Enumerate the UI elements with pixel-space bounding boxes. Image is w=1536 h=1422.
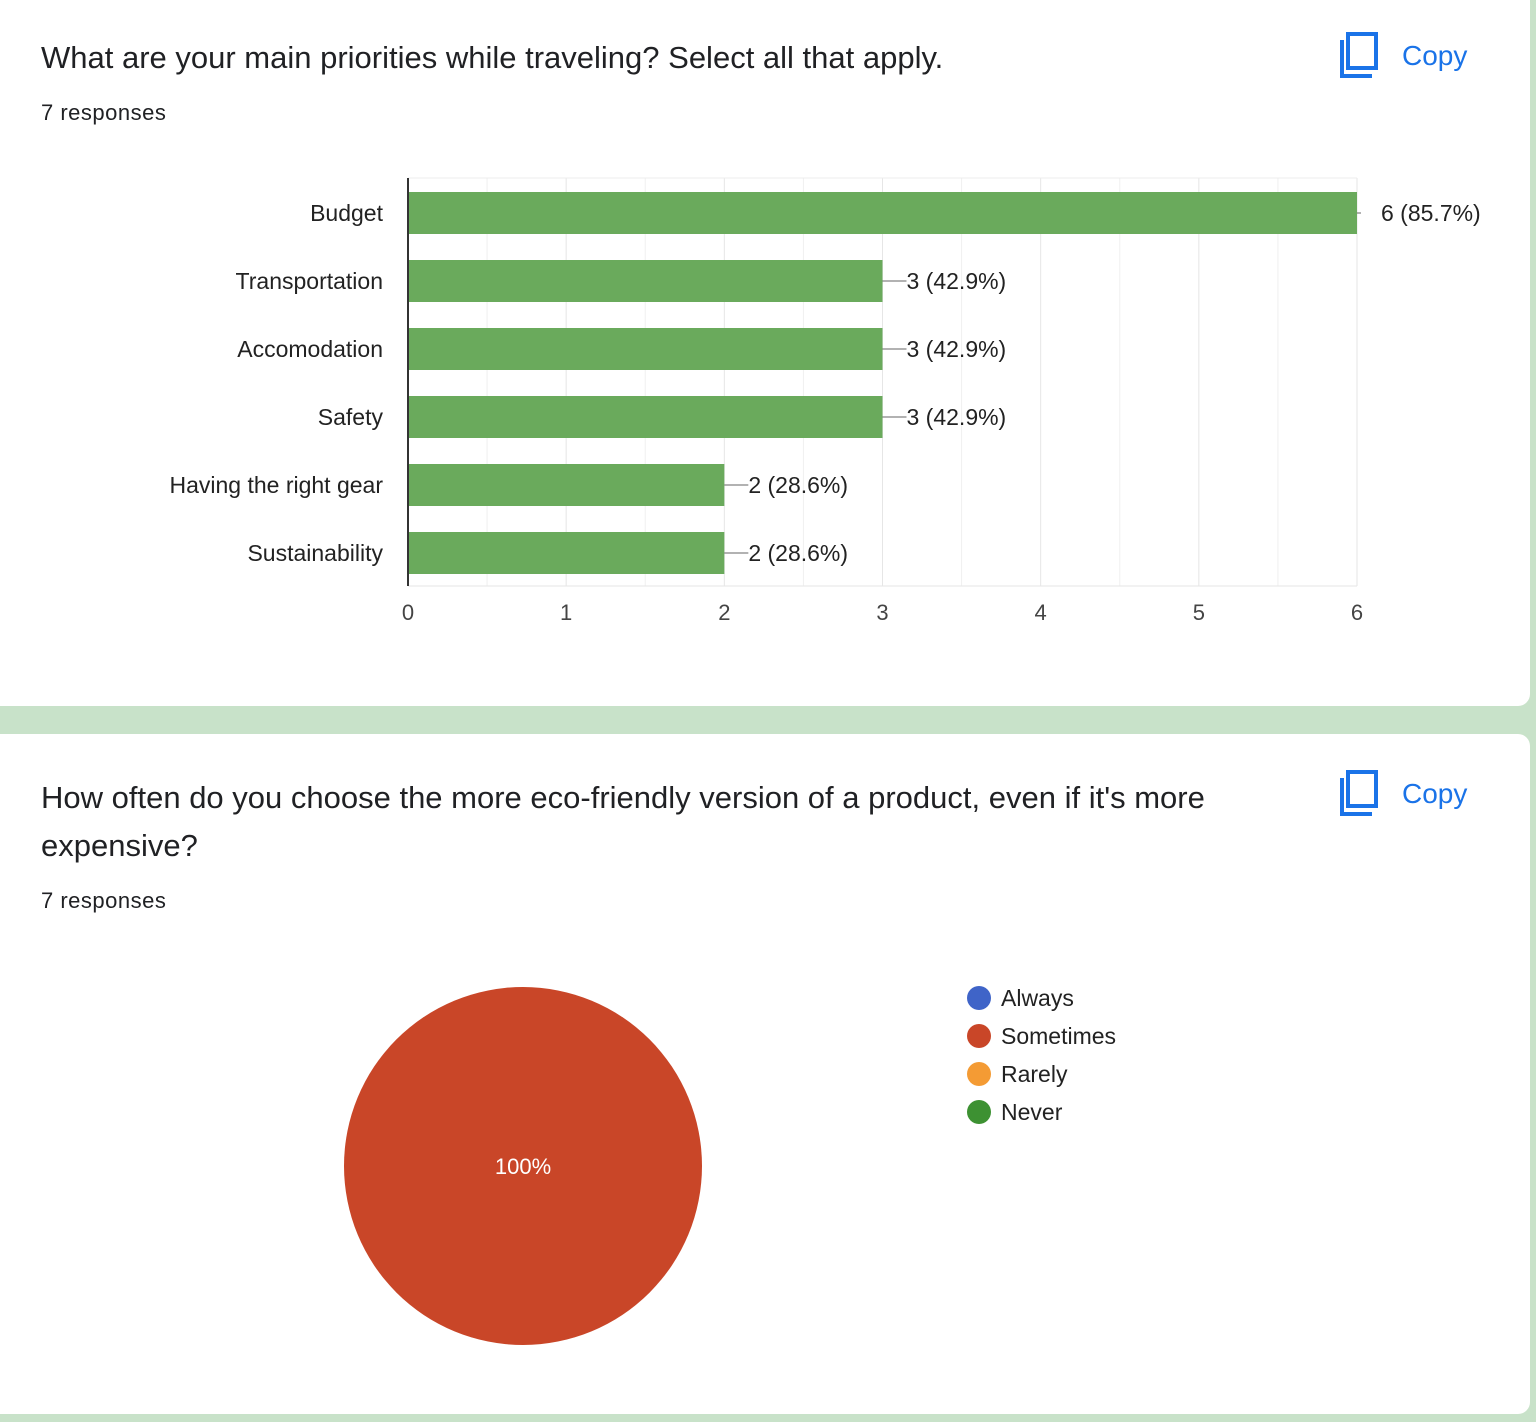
response-count: 7 responses bbox=[41, 888, 167, 913]
data-label: 2 (28.6%) bbox=[748, 472, 848, 498]
bar bbox=[408, 464, 725, 506]
x-tick-label: 4 bbox=[1035, 600, 1047, 625]
pie-slice bbox=[344, 987, 702, 1345]
data-label: 3 (42.9%) bbox=[907, 268, 1007, 294]
copy-icon bbox=[1338, 770, 1382, 818]
copy-button[interactable]: Copy bbox=[1338, 32, 1467, 80]
x-tick-label: 5 bbox=[1193, 600, 1205, 625]
question-title: What are your main priorities while trav… bbox=[41, 40, 944, 75]
x-tick-label: 6 bbox=[1351, 600, 1363, 625]
bar-chart: Budget 6 (85.7%) Transportation 3 (42.9%) Ac… bbox=[169, 177, 1481, 625]
bar bbox=[408, 192, 1357, 234]
data-label: 6 (85.7%) bbox=[1381, 200, 1481, 226]
bar bbox=[408, 396, 883, 438]
legend-label: Never bbox=[1001, 1099, 1063, 1125]
bar bbox=[408, 328, 883, 370]
copy-label: Copy bbox=[1402, 40, 1468, 71]
category-label: Safety bbox=[318, 404, 384, 430]
category-label: Budget bbox=[310, 200, 384, 226]
bar bbox=[408, 260, 883, 302]
copy-button[interactable]: Copy bbox=[1338, 770, 1467, 818]
x-tick-label: 2 bbox=[718, 600, 730, 625]
legend-label: Rarely bbox=[1001, 1061, 1068, 1087]
legend-swatch bbox=[967, 1024, 991, 1048]
copy-label: Copy bbox=[1402, 778, 1468, 809]
slice-label: 100% bbox=[495, 1154, 551, 1179]
category-label: Sustainability bbox=[247, 540, 383, 566]
legend-label: Always bbox=[1001, 985, 1074, 1011]
data-label: 2 (28.6%) bbox=[748, 540, 848, 566]
question-card-eco-friendly: How often do you choose the more eco-fri… bbox=[0, 734, 1530, 1414]
x-tick-label: 3 bbox=[876, 600, 888, 625]
category-label: Transportation bbox=[236, 268, 383, 294]
bar bbox=[408, 532, 725, 574]
legend-swatch bbox=[967, 1062, 991, 1086]
legend-label: Sometimes bbox=[1001, 1023, 1116, 1049]
legend-swatch bbox=[967, 1100, 991, 1124]
category-label: Accomodation bbox=[237, 336, 383, 362]
copy-icon bbox=[1338, 32, 1382, 80]
category-label: Having the right gear bbox=[169, 472, 383, 498]
x-tick-label: 1 bbox=[560, 600, 572, 625]
legend-swatch bbox=[967, 986, 991, 1010]
question-card-priorities: What are your main priorities while trav… bbox=[0, 0, 1530, 706]
data-label: 3 (42.9%) bbox=[907, 404, 1007, 430]
question-title: How often do you choose the more eco-fri… bbox=[41, 780, 1205, 863]
pie-chart: 100% Always Sometimes Rarely Never bbox=[344, 985, 1116, 1345]
data-label: 3 (42.9%) bbox=[907, 336, 1007, 362]
x-tick-label: 0 bbox=[402, 600, 414, 625]
response-count: 7 responses bbox=[41, 100, 167, 125]
